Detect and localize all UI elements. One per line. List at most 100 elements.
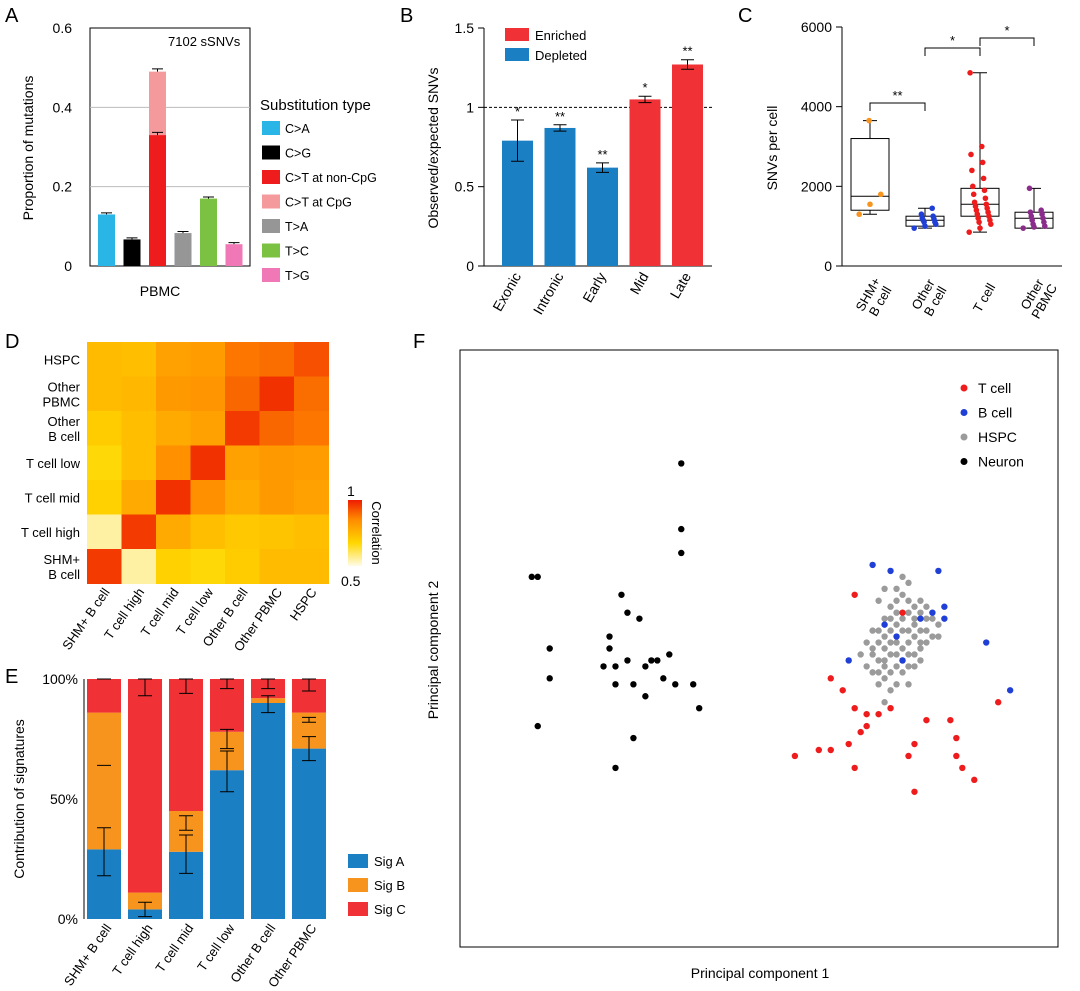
- panel-c-point: [979, 143, 985, 150]
- panel-d-heatmap-cell: [294, 445, 329, 481]
- panel-b-bar: [544, 127, 576, 267]
- panel-a-bar: [98, 214, 115, 266]
- panel-f-point: [953, 734, 960, 742]
- panel-c-point: [1020, 225, 1026, 231]
- panel-c-point: [856, 211, 862, 218]
- panel-d-heatmap-cell: [294, 342, 329, 377]
- panel-a-errorbar: [152, 68, 163, 72]
- panel-f-point: [887, 705, 894, 712]
- panel-d-heatmap-cell: [294, 376, 329, 412]
- panel-c-point: [968, 151, 974, 158]
- panel-a-frame: [89, 27, 251, 267]
- panel-c-point: [878, 191, 884, 198]
- panel-f-point: [881, 675, 888, 682]
- panel-f-point: [881, 663, 888, 670]
- panel-e-errorbar: [179, 815, 193, 831]
- panel-f-point: [881, 699, 888, 706]
- panel-f-point: [672, 681, 679, 688]
- panel-a-legend-swatch: [262, 121, 280, 135]
- panel-f-legend-label: B cell: [978, 405, 1012, 421]
- panel-c-chart: 0 2000 4000 6000 SHM+B cell OtherB cell T cel…: [764, 19, 1062, 321]
- panel-d-heatmap-cell: [121, 480, 157, 515]
- panel-f-point: [887, 603, 894, 610]
- panel-a-errorbar: [177, 230, 189, 234]
- panel-c-point: [970, 183, 976, 190]
- panel-a-errorbar: [203, 196, 214, 199]
- panel-f-point: [875, 681, 882, 688]
- panel-f-point: [929, 633, 936, 640]
- panel-f-point: [893, 609, 900, 616]
- panel-c-box: [960, 187, 1000, 217]
- panel-c-point: [983, 201, 990, 208]
- panel-f-point: [887, 669, 894, 676]
- panel-label-a: A: [5, 5, 19, 27]
- panel-f-point: [941, 615, 948, 622]
- panel-d-heatmap-cell: [259, 411, 295, 446]
- panel-e-bar-segment: [169, 679, 203, 811]
- panel-f-point: [845, 657, 852, 664]
- panel-d-chart: HSPC Other PBMC Other B cell T cell low T cell…: [21, 342, 384, 654]
- panel-f-point: [881, 645, 888, 652]
- panel-f-point: [600, 663, 607, 670]
- panel-f-point: [863, 710, 870, 718]
- panel-f-point: [923, 615, 930, 622]
- panel-c-whisker: [863, 120, 877, 215]
- panel-a-bar-stack: [149, 71, 166, 136]
- panel-c-ytick-label: 0: [824, 258, 832, 274]
- panel-f-legend-label: T cell: [978, 380, 1011, 396]
- panel-f-point: [923, 603, 930, 610]
- panel-c-point: [1038, 207, 1044, 214]
- panel-f-point: [887, 627, 894, 634]
- panel-c-significance: **: [892, 88, 902, 103]
- panel-e-errorbar: [138, 901, 152, 918]
- panel-d-heatmap-cell: [87, 342, 122, 377]
- panel-f-point: [887, 639, 894, 646]
- panel-e-legend-swatch: [348, 854, 368, 868]
- panel-b-bar: [629, 99, 661, 267]
- panel-e-legend-label: Sig B: [374, 878, 405, 893]
- panel-d-heatmap-cell: [156, 514, 191, 550]
- panel-f-point: [863, 722, 870, 730]
- panel-c-point: [980, 175, 987, 182]
- panel-b-errorbar: [681, 59, 694, 70]
- panel-a-legend-label: C>T at non-CpG: [285, 171, 377, 185]
- panel-f-point: [881, 621, 888, 628]
- panel-b-xtick-label: Early: [579, 270, 609, 306]
- panel-a-chart: 0 0.2 0.4 0.6 7102 sSNVs PBMC Proportion of…: [20, 20, 377, 299]
- panel-a-ytick-label: 0.2: [53, 179, 73, 195]
- panel-f-point: [917, 615, 924, 622]
- panel-f-point: [893, 621, 900, 628]
- panel-b-errorbar: [511, 119, 524, 162]
- panel-e-ylabel: Contribution of signatures: [11, 719, 27, 879]
- panel-f-point: [666, 651, 673, 658]
- panel-d-heatmap-cell: [87, 549, 122, 584]
- panel-f-point: [881, 615, 888, 622]
- panel-d-heatmap-cell: [259, 549, 295, 584]
- panel-f-point: [815, 746, 822, 754]
- panel-a-legend-swatch: [262, 243, 280, 258]
- panel-d-heatmap-cell: [259, 480, 295, 515]
- panel-f-point: [857, 728, 864, 736]
- panel-f-point: [899, 615, 906, 622]
- panel-d-heatmap-cell: [87, 445, 122, 481]
- panel-d-row-label: T cell high: [21, 525, 80, 540]
- panel-b-xtick-label: Exonic: [489, 270, 524, 314]
- panel-f-point: [959, 764, 966, 772]
- panel-d-heatmap-cell: [190, 342, 226, 377]
- panel-d-colorbar-min: 0.5: [341, 573, 361, 589]
- panel-f-point: [893, 681, 900, 688]
- panel-a-legend-swatch: [262, 219, 280, 233]
- panel-f-point: [690, 681, 697, 688]
- panel-c-significance-bracket: [979, 37, 1035, 46]
- panel-label-d: D: [5, 331, 19, 353]
- panel-f-point: [905, 639, 912, 646]
- panel-f-point: [636, 615, 643, 622]
- panel-c-point: [1027, 209, 1034, 216]
- panel-e-bar-segment: [251, 703, 285, 919]
- panel-f-point: [875, 639, 882, 646]
- panel-f-point: [696, 705, 703, 712]
- panel-d-colorbar-label: Correlation: [369, 501, 384, 565]
- panel-e-bar-segment: [292, 748, 326, 919]
- panel-c-point: [866, 117, 872, 124]
